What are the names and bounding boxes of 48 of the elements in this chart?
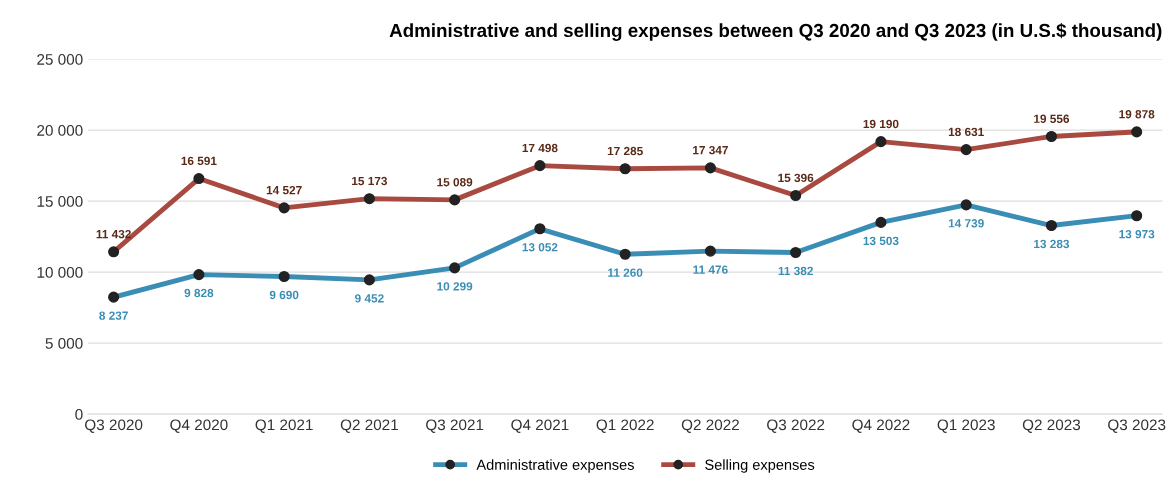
x-tick-label: Q3 2021 bbox=[426, 419, 484, 433]
data-label: 11 476 bbox=[693, 265, 728, 274]
data-label: 11 432 bbox=[96, 229, 131, 239]
data-label: 16 591 bbox=[181, 156, 217, 166]
legend-label: Selling expenses bbox=[705, 459, 815, 473]
y-tick-label: 0 bbox=[75, 408, 83, 420]
legend-label: Administrative expenses bbox=[476, 459, 634, 473]
data-label: 19 556 bbox=[1034, 114, 1070, 123]
x-tick-label: Q4 2022 bbox=[852, 419, 910, 433]
x-tick-label: Q2 2023 bbox=[1022, 419, 1081, 433]
data-label: 9 690 bbox=[269, 290, 299, 300]
data-label: 14 739 bbox=[948, 219, 984, 228]
y-tick-label: 10 000 bbox=[37, 267, 83, 278]
data-label: 15 396 bbox=[778, 173, 814, 183]
data-label: 13 283 bbox=[1034, 239, 1070, 249]
x-tick-label: Q4 2020 bbox=[170, 419, 228, 433]
x-tick-label: Q1 2022 bbox=[596, 419, 654, 433]
data-label: 9 828 bbox=[184, 288, 214, 298]
y-tick-label: 15 000 bbox=[37, 196, 83, 207]
y-tick-label: 20 000 bbox=[37, 125, 83, 136]
x-tick-label: Q1 2023 bbox=[937, 419, 995, 433]
data-label: 18 631 bbox=[948, 127, 984, 137]
data-label: 13 503 bbox=[863, 236, 899, 246]
data-label: 11 382 bbox=[778, 266, 813, 276]
x-tick-label: Q3 2020 bbox=[85, 419, 143, 433]
data-label: 8 237 bbox=[99, 311, 128, 320]
data-label: 11 260 bbox=[608, 268, 643, 277]
x-tick-label: Q3 2022 bbox=[767, 419, 825, 433]
y-tick-label: 5 000 bbox=[45, 338, 83, 349]
data-label: 9 452 bbox=[355, 294, 384, 303]
data-label: 19 190 bbox=[863, 119, 899, 129]
data-label: 13 973 bbox=[1119, 229, 1155, 239]
data-label: 10 299 bbox=[437, 282, 473, 291]
x-tick-label: Q3 2023 bbox=[1108, 419, 1166, 433]
x-tick-label: Q1 2021 bbox=[255, 419, 313, 433]
data-label: 17 347 bbox=[693, 145, 728, 155]
x-tick-label: Q4 2021 bbox=[511, 419, 569, 433]
data-label: 13 052 bbox=[522, 243, 558, 252]
data-label: 19 878 bbox=[1119, 110, 1155, 119]
data-label: 15 173 bbox=[352, 176, 388, 186]
data-label: 17 285 bbox=[607, 146, 643, 156]
chart-title: Administrative and selling expenses between Q3 2020 and Q3 2023 (in U.S.$ thousand) bbox=[389, 23, 1162, 41]
x-tick-label: Q2 2021 bbox=[340, 419, 398, 433]
data-label: 15 089 bbox=[437, 178, 473, 187]
y-tick-label: 25 000 bbox=[37, 54, 83, 65]
x-tick-label: Q2 2022 bbox=[681, 419, 739, 433]
data-label: 17 498 bbox=[522, 143, 558, 153]
data-label: 14 527 bbox=[266, 186, 302, 195]
